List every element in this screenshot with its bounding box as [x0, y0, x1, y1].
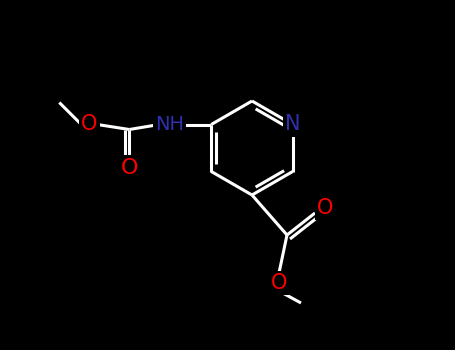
Text: O: O — [81, 114, 97, 134]
Text: NH: NH — [155, 115, 184, 134]
Text: O: O — [317, 198, 333, 218]
Text: O: O — [271, 273, 287, 293]
Text: O: O — [121, 158, 138, 177]
Text: N: N — [285, 114, 300, 134]
